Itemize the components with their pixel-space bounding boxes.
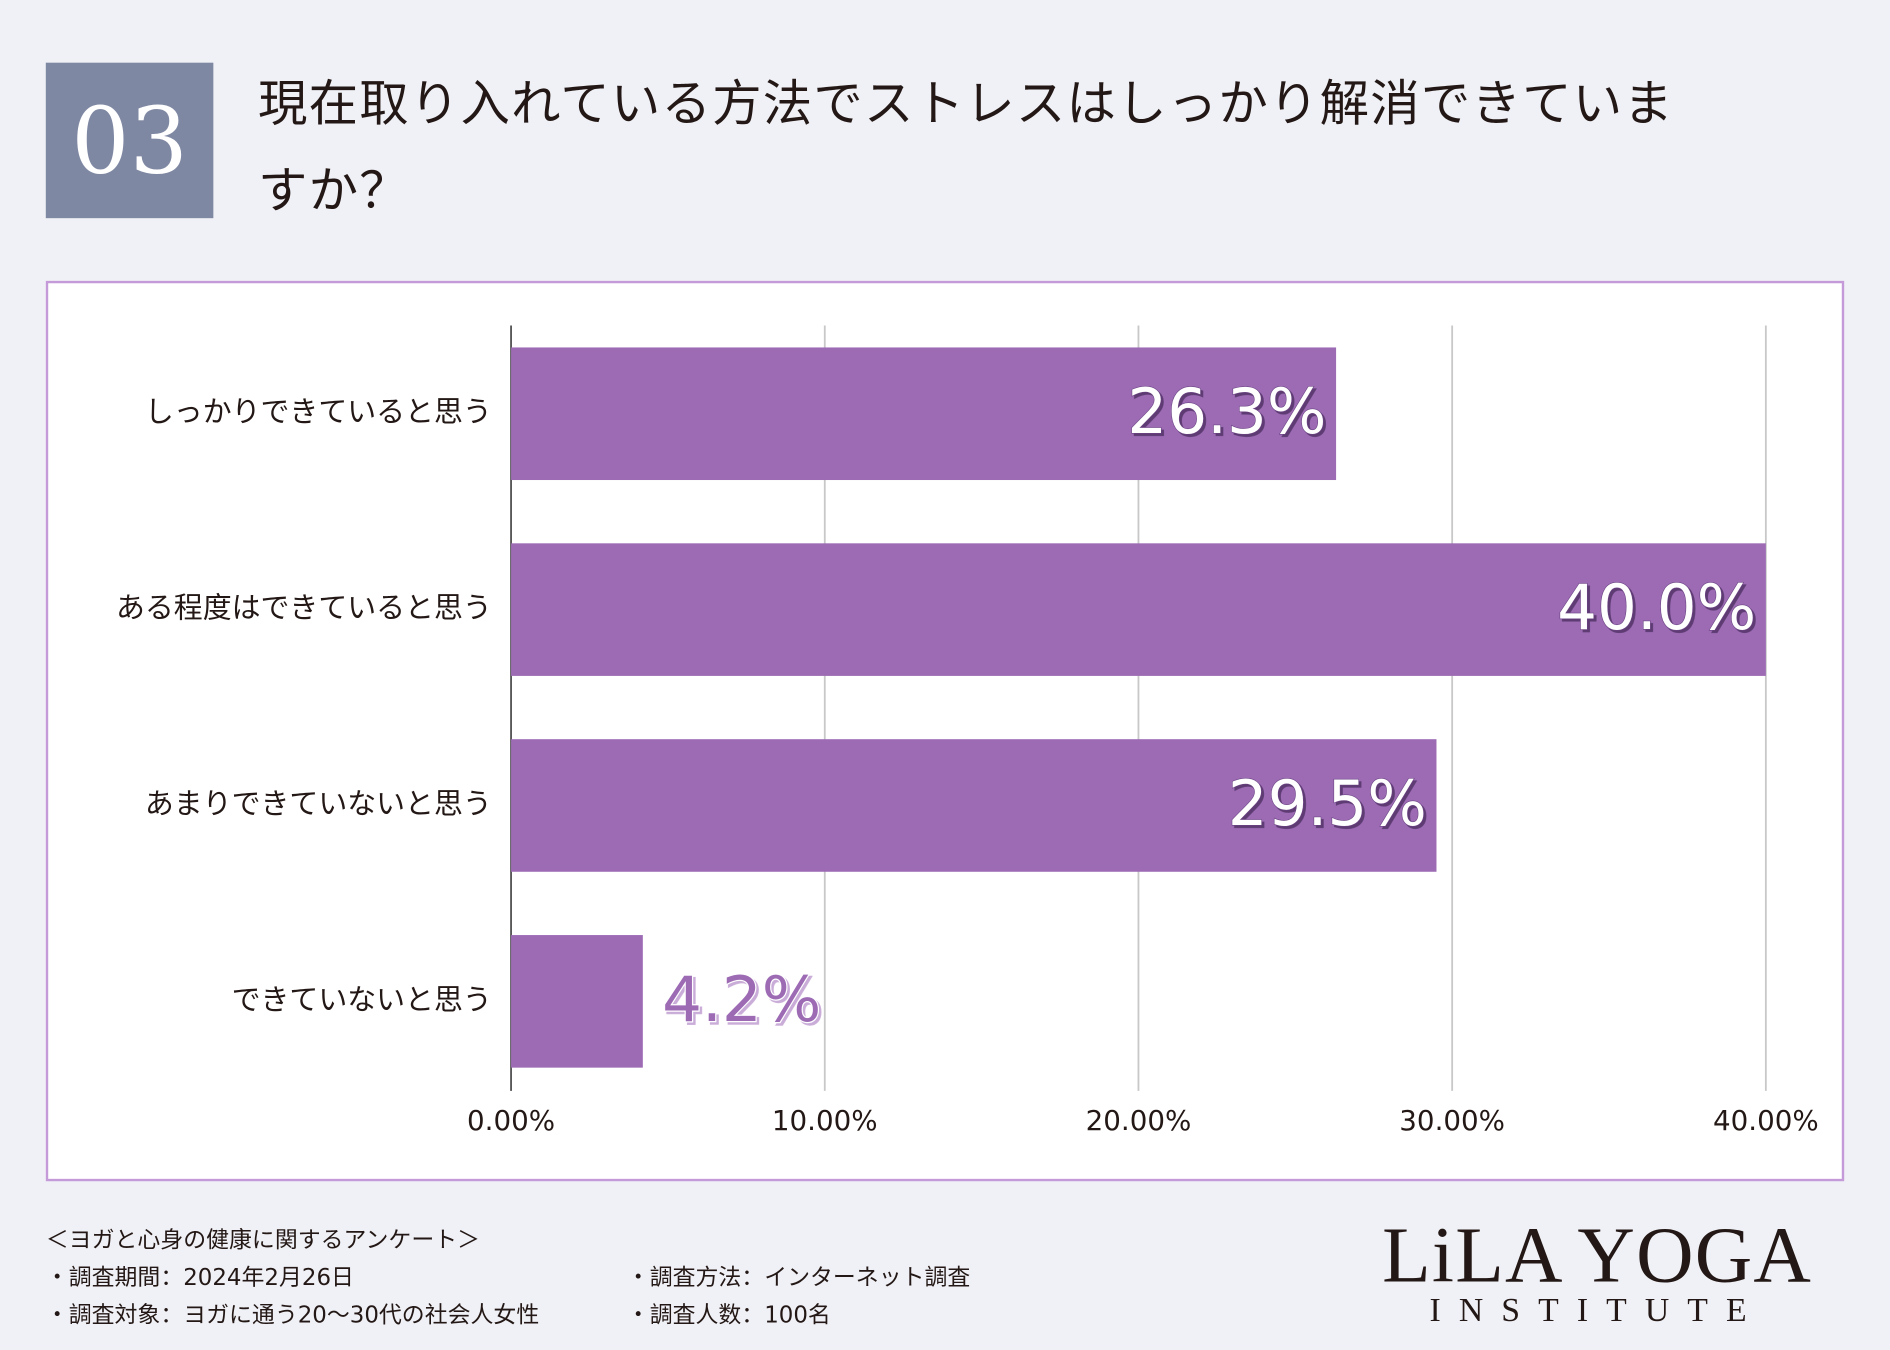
data-label: 40.0% (1557, 571, 1756, 644)
y-tick-label: できていないと思う (232, 982, 492, 1016)
x-tick-label: 30.00% (1399, 1104, 1505, 1137)
survey-name: ＜ヨガと心身の健康に関するアンケート＞ (45, 1227, 481, 1254)
survey-item: ・調査対象：ヨガに通う20〜30代の社会人女性 (45, 1301, 540, 1329)
y-tick-label: しっかりできていると思う (145, 395, 492, 429)
survey-item: ・調査方法：インターネット調査 (626, 1264, 971, 1291)
chart-title: 現在取り入れている方法でストレスはしっかり解消できていますか？ (257, 74, 1674, 220)
data-label: 26.3% (1127, 375, 1326, 448)
data-label: 4.2% (662, 963, 821, 1036)
data-label: 29.5% (1228, 767, 1427, 840)
bar (511, 935, 643, 1068)
x-tick-label: 20.00% (1086, 1104, 1192, 1137)
bar (511, 347, 1337, 481)
x-tick-label: 40.00% (1713, 1104, 1819, 1137)
survey-item: ・調査期間：2024年2月26日 (45, 1264, 354, 1291)
bar (511, 543, 1766, 676)
y-tick-label: あまりできていないと思う (145, 786, 492, 820)
x-tick-label: 10.00% (772, 1104, 878, 1137)
survey-item: ・調査人数：100名 (626, 1301, 831, 1329)
logo-sub: INSTITUTE (1429, 1292, 1765, 1330)
logo-name: LiLA YOGA (1382, 1211, 1813, 1300)
x-tick-label: 0.00% (467, 1104, 555, 1137)
bar (511, 739, 1437, 872)
y-tick-label: ある程度はできていると思う (116, 591, 492, 625)
question-number: 03 (45, 62, 214, 219)
